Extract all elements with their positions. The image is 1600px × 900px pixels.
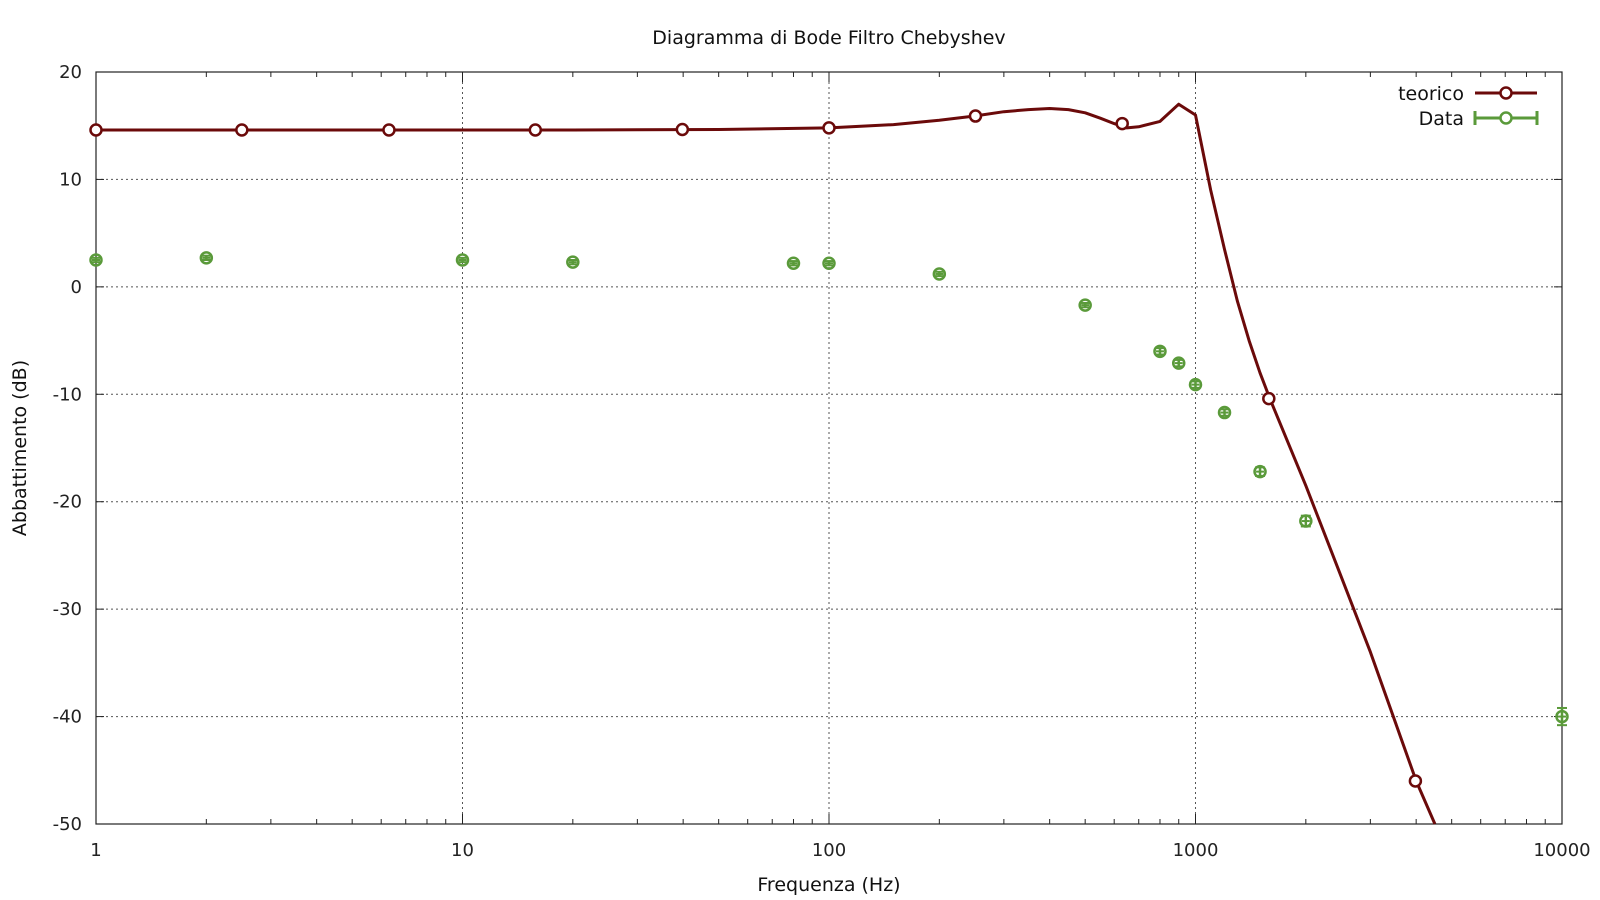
data-point bbox=[1217, 405, 1232, 420]
series-teorico-marker bbox=[822, 121, 836, 135]
minor-ticks-layer bbox=[205, 72, 1546, 824]
series-teorico-marker bbox=[89, 123, 103, 137]
y-tick-label: -30 bbox=[53, 599, 82, 620]
data-point bbox=[199, 251, 214, 265]
y-tick-label: -40 bbox=[53, 707, 82, 728]
y-tick-labels: 20 10 0 -10 -20 -30 -40 -50 bbox=[53, 62, 82, 835]
legend-label-data: Data bbox=[1419, 108, 1464, 130]
y-tick-label: -20 bbox=[53, 492, 82, 513]
y-tick-label: -50 bbox=[53, 814, 82, 835]
series-teorico-marker bbox=[1115, 116, 1129, 131]
data-point bbox=[1555, 709, 1569, 724]
series-teorico-marker bbox=[382, 123, 396, 137]
legend-label-teorico: teorico bbox=[1398, 83, 1464, 105]
chart-title: Diagramma di Bode Filtro Chebyshev bbox=[652, 27, 1005, 49]
y-axis-title: Abbattimento (dB) bbox=[9, 360, 31, 536]
x-tick-label: 1 bbox=[90, 840, 101, 861]
data-point bbox=[1153, 344, 1167, 359]
data-point bbox=[1299, 514, 1313, 528]
series-teorico-marker bbox=[1408, 774, 1423, 788]
data-point bbox=[1078, 298, 1092, 312]
plot-frame bbox=[95, 71, 1563, 825]
y-tick-label: -10 bbox=[53, 384, 82, 405]
data-point bbox=[1253, 464, 1267, 479]
legend-marker-teorico bbox=[1499, 86, 1513, 100]
x-tick-labels: 1 10 100 1000 10000 bbox=[90, 840, 1590, 861]
x-axis-title: Frequenza (Hz) bbox=[757, 874, 900, 896]
legend-marker-data bbox=[1499, 111, 1513, 125]
x-tick-label: 100 bbox=[812, 840, 846, 861]
series-teorico-marker bbox=[675, 122, 690, 137]
x-tick-label: 10000 bbox=[1533, 840, 1590, 861]
data-point bbox=[1188, 377, 1203, 392]
data-point bbox=[932, 267, 947, 281]
data-point bbox=[1171, 356, 1186, 370]
legend: teorico Data bbox=[1398, 83, 1539, 130]
data-point bbox=[455, 253, 470, 267]
series-teorico-marker bbox=[528, 123, 543, 137]
series-teorico-marker bbox=[235, 123, 249, 137]
data-point bbox=[822, 256, 836, 270]
y-tick-label: 10 bbox=[59, 169, 82, 190]
series-teorico-marker bbox=[968, 109, 983, 123]
y-tick-label: 0 bbox=[71, 277, 82, 298]
data-point bbox=[566, 255, 580, 269]
x-tick-label: 1000 bbox=[1173, 840, 1219, 861]
y-tick-label: 20 bbox=[59, 62, 82, 83]
series-teorico-marker bbox=[1262, 391, 1276, 406]
data-point bbox=[89, 253, 103, 267]
series-teorico-line bbox=[96, 102, 1437, 825]
data-point bbox=[786, 256, 801, 270]
x-tick-label: 10 bbox=[451, 840, 474, 861]
series-layer bbox=[89, 102, 1569, 825]
